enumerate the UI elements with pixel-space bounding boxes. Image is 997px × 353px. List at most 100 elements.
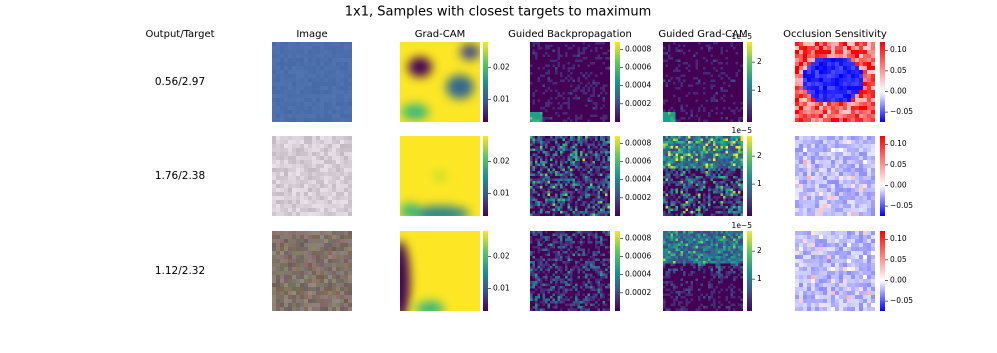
pixel bbox=[558, 151, 561, 154]
pixel bbox=[686, 154, 689, 157]
pixel bbox=[284, 114, 288, 118]
pixel bbox=[565, 100, 568, 103]
pixel bbox=[336, 58, 340, 62]
pixel bbox=[555, 100, 558, 103]
pixel bbox=[713, 85, 716, 88]
pixel bbox=[693, 82, 696, 85]
pixel bbox=[726, 166, 729, 169]
pixel bbox=[693, 176, 696, 179]
pixel bbox=[324, 152, 328, 156]
pixel bbox=[288, 42, 292, 46]
pixel bbox=[827, 106, 831, 110]
pixel bbox=[863, 46, 867, 50]
pixel bbox=[688, 77, 691, 80]
pixel bbox=[723, 90, 726, 93]
pixel bbox=[560, 95, 563, 98]
pixel bbox=[671, 95, 674, 98]
pixel bbox=[340, 140, 344, 144]
panel bbox=[400, 136, 480, 222]
pixel bbox=[703, 115, 706, 118]
pixel bbox=[701, 179, 704, 182]
pixel bbox=[320, 42, 324, 46]
pixel bbox=[583, 169, 586, 172]
pixel bbox=[678, 90, 681, 93]
pixel bbox=[847, 74, 851, 78]
pixel bbox=[696, 67, 699, 70]
pixel bbox=[312, 208, 316, 212]
pixel bbox=[563, 206, 566, 209]
pixel bbox=[548, 50, 551, 53]
pixel bbox=[553, 169, 556, 172]
pixel bbox=[608, 120, 611, 123]
pixel bbox=[332, 144, 336, 148]
pixel bbox=[530, 194, 533, 197]
pixel bbox=[533, 45, 536, 48]
pixel bbox=[320, 90, 324, 94]
pixel bbox=[280, 168, 284, 172]
pixel bbox=[312, 188, 316, 192]
pixel bbox=[595, 146, 598, 149]
pixel bbox=[550, 189, 553, 192]
pixel bbox=[533, 206, 536, 209]
pixel bbox=[558, 45, 561, 48]
colorbar-tick-label: −0.05 bbox=[890, 107, 913, 116]
pixel bbox=[716, 120, 719, 123]
pixel bbox=[324, 140, 328, 144]
pixel bbox=[545, 50, 548, 53]
pixel bbox=[312, 58, 316, 62]
pixel bbox=[686, 42, 689, 45]
pixel bbox=[533, 189, 536, 192]
pixel bbox=[600, 206, 603, 209]
pixel bbox=[711, 70, 714, 73]
pixel bbox=[580, 70, 583, 73]
pixel bbox=[560, 112, 563, 115]
pixel bbox=[681, 117, 684, 120]
pixel bbox=[296, 192, 300, 196]
pixel bbox=[728, 57, 731, 60]
pixel bbox=[723, 176, 726, 179]
pixel bbox=[605, 70, 608, 73]
pixel bbox=[563, 166, 566, 169]
pixel bbox=[590, 45, 593, 48]
pixel bbox=[538, 120, 541, 123]
pixel bbox=[867, 106, 871, 110]
pixel bbox=[595, 72, 598, 75]
pixel bbox=[585, 75, 588, 78]
pixel bbox=[807, 42, 811, 46]
pixel bbox=[678, 92, 681, 95]
pixel bbox=[706, 42, 709, 45]
pixel bbox=[738, 60, 741, 63]
pixel bbox=[573, 174, 576, 177]
pixel bbox=[863, 90, 867, 94]
pixel bbox=[733, 92, 736, 95]
pixel bbox=[688, 154, 691, 157]
pixel bbox=[575, 171, 578, 174]
pixel bbox=[726, 120, 729, 123]
pixel bbox=[803, 66, 807, 70]
pixel bbox=[292, 86, 296, 90]
pixel bbox=[608, 45, 611, 48]
pixel bbox=[855, 62, 859, 66]
pixel bbox=[316, 66, 320, 70]
pixel bbox=[706, 154, 709, 157]
pixel bbox=[701, 92, 704, 95]
colorbar-tick-label: 0.0004 bbox=[625, 81, 651, 90]
pixel bbox=[324, 54, 328, 58]
pixel bbox=[292, 114, 296, 118]
pixel bbox=[731, 141, 734, 144]
pixel bbox=[819, 86, 823, 90]
pixel bbox=[558, 174, 561, 177]
pixel bbox=[703, 151, 706, 154]
pixel bbox=[603, 146, 606, 149]
pixel bbox=[565, 159, 568, 162]
pixel bbox=[588, 164, 591, 167]
pixel bbox=[340, 148, 344, 152]
pixel bbox=[721, 151, 724, 154]
pixel bbox=[585, 179, 588, 182]
pixel bbox=[292, 46, 296, 50]
pixel bbox=[533, 159, 536, 162]
pixel bbox=[565, 156, 568, 159]
pixel bbox=[671, 184, 674, 187]
pixel bbox=[316, 148, 320, 152]
pixel bbox=[284, 42, 288, 46]
